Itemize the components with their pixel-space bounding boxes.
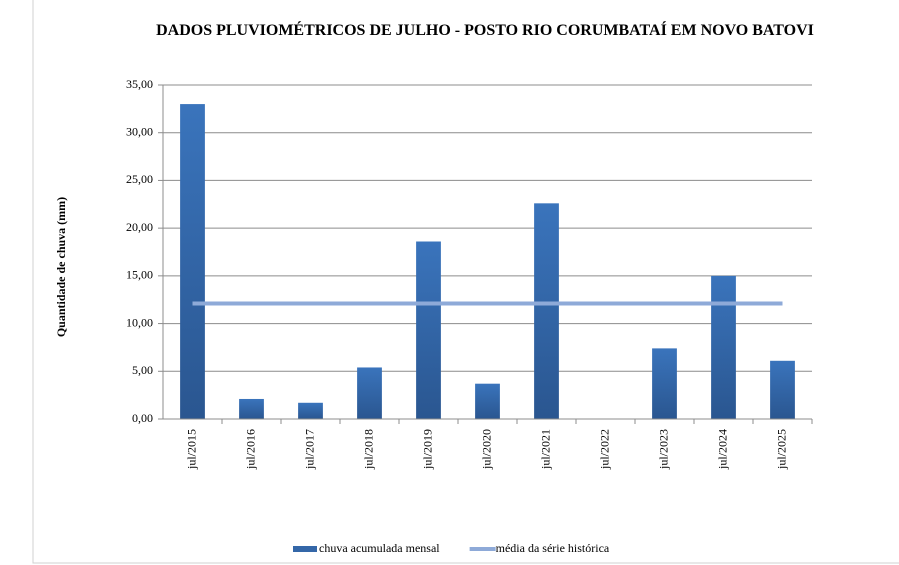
x-tick-label: jul/2021 <box>538 429 552 470</box>
y-axis-label: Quantidade de chuva (mm) <box>54 197 68 337</box>
legend-label: média da série histórica <box>496 541 610 555</box>
bar <box>298 402 323 419</box>
bar <box>534 203 559 419</box>
bar <box>652 348 677 419</box>
x-tick-label: jul/2020 <box>479 429 493 470</box>
y-tick-label: 0,00 <box>132 411 153 425</box>
y-tick-label: 20,00 <box>126 220 153 234</box>
x-tick-label: jul/2025 <box>774 429 788 470</box>
bar <box>711 275 736 419</box>
frame <box>32 0 899 564</box>
y-tick-label: 25,00 <box>126 172 153 186</box>
y-tick-label: 5,00 <box>132 363 153 377</box>
bar <box>416 241 441 419</box>
x-tick-label: jul/2016 <box>243 429 257 470</box>
legend-label: chuva acumulada mensal <box>319 541 440 555</box>
y-tick-label: 35,00 <box>126 77 153 91</box>
x-tick-label: jul/2024 <box>715 429 729 470</box>
x-tick-label: jul/2023 <box>656 429 670 470</box>
y-tick-label: 30,00 <box>126 124 153 138</box>
bar <box>357 367 382 419</box>
y-tick-label: 10,00 <box>126 315 153 329</box>
x-tick-label: jul/2022 <box>597 429 611 470</box>
legend-swatch <box>293 546 317 552</box>
y-tick-label: 15,00 <box>126 268 153 282</box>
bar <box>770 360 795 419</box>
x-tick-label: jul/2019 <box>420 429 434 470</box>
bar <box>475 383 500 419</box>
x-tick-label: jul/2018 <box>361 429 375 470</box>
chart-title: DADOS PLUVIOMÉTRICOS DE JULHO - POSTO RI… <box>156 22 814 39</box>
bar <box>180 104 205 419</box>
x-tick-label: jul/2017 <box>302 429 316 470</box>
x-tick-label: jul/2015 <box>184 429 198 470</box>
bar <box>239 398 264 419</box>
